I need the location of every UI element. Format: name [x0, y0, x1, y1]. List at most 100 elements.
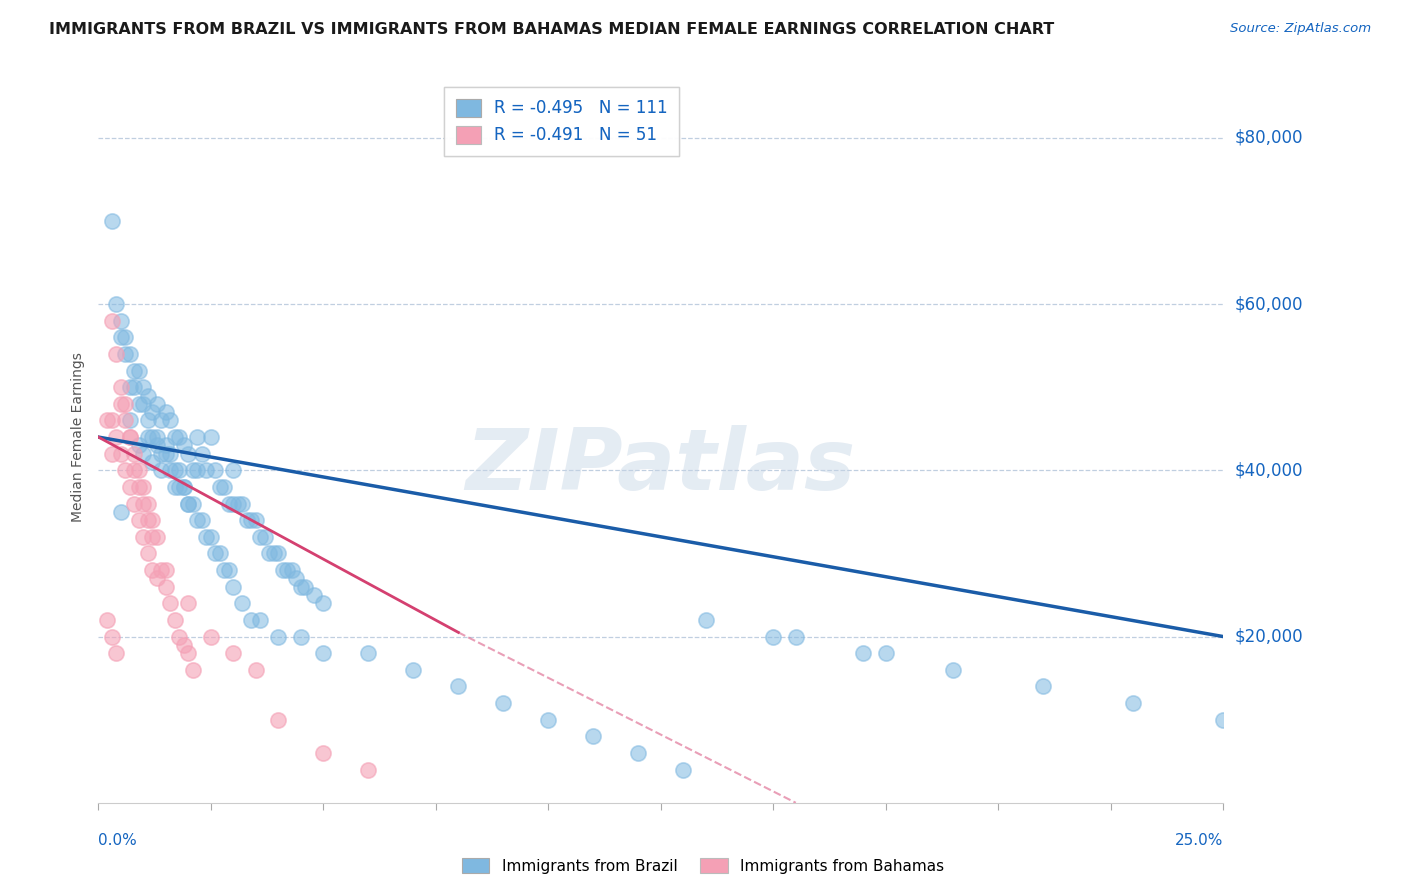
Point: [231, 497, 253, 511]
Point: [110, 505, 132, 519]
Text: $20,000: $20,000: [1234, 628, 1303, 646]
Point: [163, 463, 186, 477]
Point: [357, 763, 380, 777]
Point: [169, 480, 191, 494]
Point: [304, 588, 326, 602]
Point: [128, 438, 150, 452]
Point: [141, 563, 163, 577]
Point: [204, 463, 226, 477]
Point: [169, 430, 191, 444]
Point: [253, 530, 276, 544]
Point: [290, 630, 312, 644]
Point: [312, 646, 335, 660]
Point: [96, 613, 118, 627]
Point: [124, 497, 146, 511]
Point: [492, 696, 515, 710]
Point: [195, 530, 218, 544]
Point: [200, 530, 222, 544]
Point: [852, 646, 875, 660]
Point: [173, 480, 195, 494]
Point: [136, 430, 159, 444]
Point: [96, 413, 118, 427]
Point: [222, 497, 245, 511]
Point: [163, 480, 186, 494]
Point: [177, 596, 200, 610]
Point: [105, 347, 128, 361]
Point: [163, 430, 186, 444]
Point: [259, 546, 281, 560]
Point: [141, 530, 163, 544]
Point: [128, 513, 150, 527]
Text: ZIPatlas: ZIPatlas: [465, 425, 856, 508]
Point: [141, 513, 163, 527]
Point: [181, 463, 204, 477]
Point: [191, 513, 214, 527]
Point: [200, 430, 222, 444]
Point: [118, 347, 141, 361]
Point: [114, 413, 136, 427]
Point: [118, 480, 141, 494]
Point: [110, 330, 132, 344]
Point: [312, 746, 335, 760]
Point: [294, 580, 316, 594]
Point: [155, 447, 177, 461]
Point: [447, 680, 470, 694]
Point: [110, 397, 132, 411]
Point: [177, 497, 200, 511]
Point: [128, 363, 150, 377]
Point: [150, 447, 173, 461]
Point: [226, 497, 249, 511]
Point: [245, 513, 267, 527]
Point: [181, 663, 204, 677]
Point: [155, 580, 177, 594]
Point: [114, 463, 136, 477]
Text: $60,000: $60,000: [1234, 295, 1303, 313]
Point: [118, 380, 141, 394]
Legend: Immigrants from Brazil, Immigrants from Bahamas: Immigrants from Brazil, Immigrants from …: [456, 852, 950, 880]
Point: [141, 455, 163, 469]
Point: [1032, 680, 1054, 694]
Point: [101, 630, 124, 644]
Point: [124, 463, 146, 477]
Point: [101, 214, 124, 228]
Point: [267, 713, 290, 727]
Point: [173, 480, 195, 494]
Point: [267, 630, 290, 644]
Point: [169, 630, 191, 644]
Point: [942, 663, 965, 677]
Point: [114, 397, 136, 411]
Point: [240, 613, 263, 627]
Point: [132, 480, 155, 494]
Point: [240, 513, 263, 527]
Point: [159, 463, 181, 477]
Point: [177, 447, 200, 461]
Point: [105, 646, 128, 660]
Point: [276, 563, 298, 577]
Point: [186, 463, 208, 477]
Point: [222, 580, 245, 594]
Point: [195, 463, 218, 477]
Point: [118, 430, 141, 444]
Point: [155, 563, 177, 577]
Point: [1212, 713, 1234, 727]
Point: [118, 430, 141, 444]
Point: [110, 314, 132, 328]
Text: $80,000: $80,000: [1234, 128, 1303, 147]
Point: [281, 563, 304, 577]
Point: [785, 630, 807, 644]
Point: [204, 546, 226, 560]
Point: [141, 430, 163, 444]
Point: [118, 413, 141, 427]
Point: [150, 413, 173, 427]
Point: [114, 347, 136, 361]
Legend: R = -0.495   N = 111, R = -0.491   N = 51: R = -0.495 N = 111, R = -0.491 N = 51: [444, 87, 679, 156]
Point: [155, 438, 177, 452]
Point: [285, 571, 308, 585]
Text: $40,000: $40,000: [1234, 461, 1303, 479]
Point: [249, 613, 271, 627]
Point: [128, 397, 150, 411]
Point: [136, 388, 159, 402]
Point: [186, 513, 208, 527]
Text: IMMIGRANTS FROM BRAZIL VS IMMIGRANTS FROM BAHAMAS MEDIAN FEMALE EARNINGS CORRELA: IMMIGRANTS FROM BRAZIL VS IMMIGRANTS FRO…: [49, 22, 1054, 37]
Point: [136, 497, 159, 511]
